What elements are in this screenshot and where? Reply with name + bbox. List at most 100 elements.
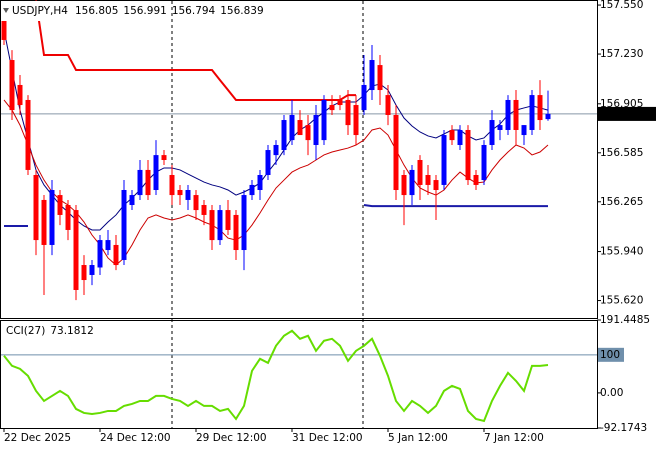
y-tick-label: 156.905 [600, 98, 643, 110]
indicator-value: 73.1812 [50, 325, 93, 337]
candle-body [289, 114, 295, 141]
candle-body [225, 210, 231, 230]
candle-body [121, 190, 127, 260]
header-low: 156.794 [172, 5, 216, 17]
candle-body [369, 60, 375, 91]
header-high: 156.991 [123, 5, 166, 17]
candle-body [473, 174, 479, 185]
y-tick-label: 156.585 [600, 147, 643, 159]
candle-body [433, 180, 439, 191]
indicator-title: CCI(27) [6, 325, 45, 337]
candle-body [233, 214, 239, 251]
x-tick-label: 29 Dec 12:00 [196, 432, 267, 444]
candle-body [193, 195, 199, 211]
candle-body [457, 129, 463, 145]
header-backdrop [1, 1, 151, 21]
moving-average-line [3, 99, 549, 266]
candle-body [441, 135, 447, 185]
x-tick-label: 22 Dec 2025 [4, 432, 71, 444]
candle-body [273, 144, 279, 156]
candle-body [249, 184, 255, 196]
candle-body [57, 195, 63, 215]
candle-body [505, 99, 511, 130]
candle-body [265, 150, 271, 175]
candle-body [393, 114, 399, 191]
candle-body [361, 84, 367, 111]
candle-body [89, 265, 95, 275]
candle-body [9, 60, 15, 111]
candle-body [409, 169, 415, 196]
indicator-level-line [4, 204, 548, 227]
candle-body [129, 195, 135, 206]
header-close: 156.839 [220, 5, 263, 17]
candle-body [49, 190, 55, 245]
x-tick-label: 31 Dec 12:00 [292, 432, 363, 444]
candle-body [113, 244, 119, 266]
candle-body [513, 99, 519, 130]
candle-body [481, 144, 487, 181]
candle-body [353, 105, 359, 136]
candle-body [17, 84, 23, 106]
candle-body [185, 190, 191, 200]
candle-body [337, 99, 343, 106]
candle-body [25, 99, 31, 170]
candle-body [41, 199, 47, 245]
candle-body [313, 114, 319, 145]
candle-body [489, 120, 495, 145]
y-tick-label: 155.620 [600, 295, 643, 307]
chart-header: USDJPY,H4 156.805 156.991 156.794 156.839 [12, 5, 264, 17]
y-tick-label: 100 [600, 349, 620, 361]
x-tick-label: 5 Jan 12:00 [388, 432, 448, 444]
y-tick-label: 156.265 [600, 196, 643, 208]
candle-body [521, 125, 527, 136]
indicator-level-line [35, 0, 356, 101]
candle-body [201, 205, 207, 215]
symbol: USDJPY,H4 [12, 5, 68, 17]
candle-body [153, 155, 159, 191]
candle-body [417, 159, 423, 185]
candle-body [81, 265, 87, 281]
price-panel-frame [0, 0, 598, 319]
candle-body [529, 95, 535, 130]
header-open: 156.805 [75, 5, 118, 17]
candle-body [65, 205, 71, 230]
candle-body [305, 125, 311, 141]
level-label-box [598, 347, 624, 362]
candle-body [105, 240, 111, 251]
candle-body [321, 99, 327, 141]
y-tick-label: -92.1743 [600, 422, 647, 434]
candle-body [425, 174, 431, 185]
y-tick-label: 155.940 [600, 246, 643, 258]
candle-body [465, 129, 471, 181]
candle-body [297, 120, 303, 136]
candle-body [161, 155, 167, 160]
candle-body [169, 174, 175, 196]
indicator-line [3, 329, 549, 423]
candle-body [329, 105, 335, 111]
candle-body [137, 169, 143, 196]
candle-body [545, 113, 551, 120]
candle-body [209, 210, 215, 241]
candle-body [377, 65, 383, 91]
candle-body [241, 195, 247, 251]
x-tick-label: 7 Jan 12:00 [484, 432, 544, 444]
cci-panel-frame [0, 320, 598, 429]
candle-body [73, 210, 79, 290]
indicator-header: CCI(27) 73.1812 [6, 325, 94, 337]
candle-body [217, 210, 223, 241]
candle-body [97, 240, 103, 268]
candle-body [401, 174, 407, 196]
candle-body [537, 95, 543, 121]
candle-body [1, 9, 7, 40]
candle-body [33, 174, 39, 241]
candle-body [497, 125, 503, 130]
candle-body [281, 120, 287, 151]
y-tick-label: 157.230 [600, 48, 643, 60]
y-tick-label: 0.00 [600, 387, 623, 399]
candle-body [145, 169, 151, 196]
candle-body [385, 95, 391, 115]
candle-body [449, 129, 455, 141]
y-tick-label: 191.4485 [600, 314, 650, 326]
